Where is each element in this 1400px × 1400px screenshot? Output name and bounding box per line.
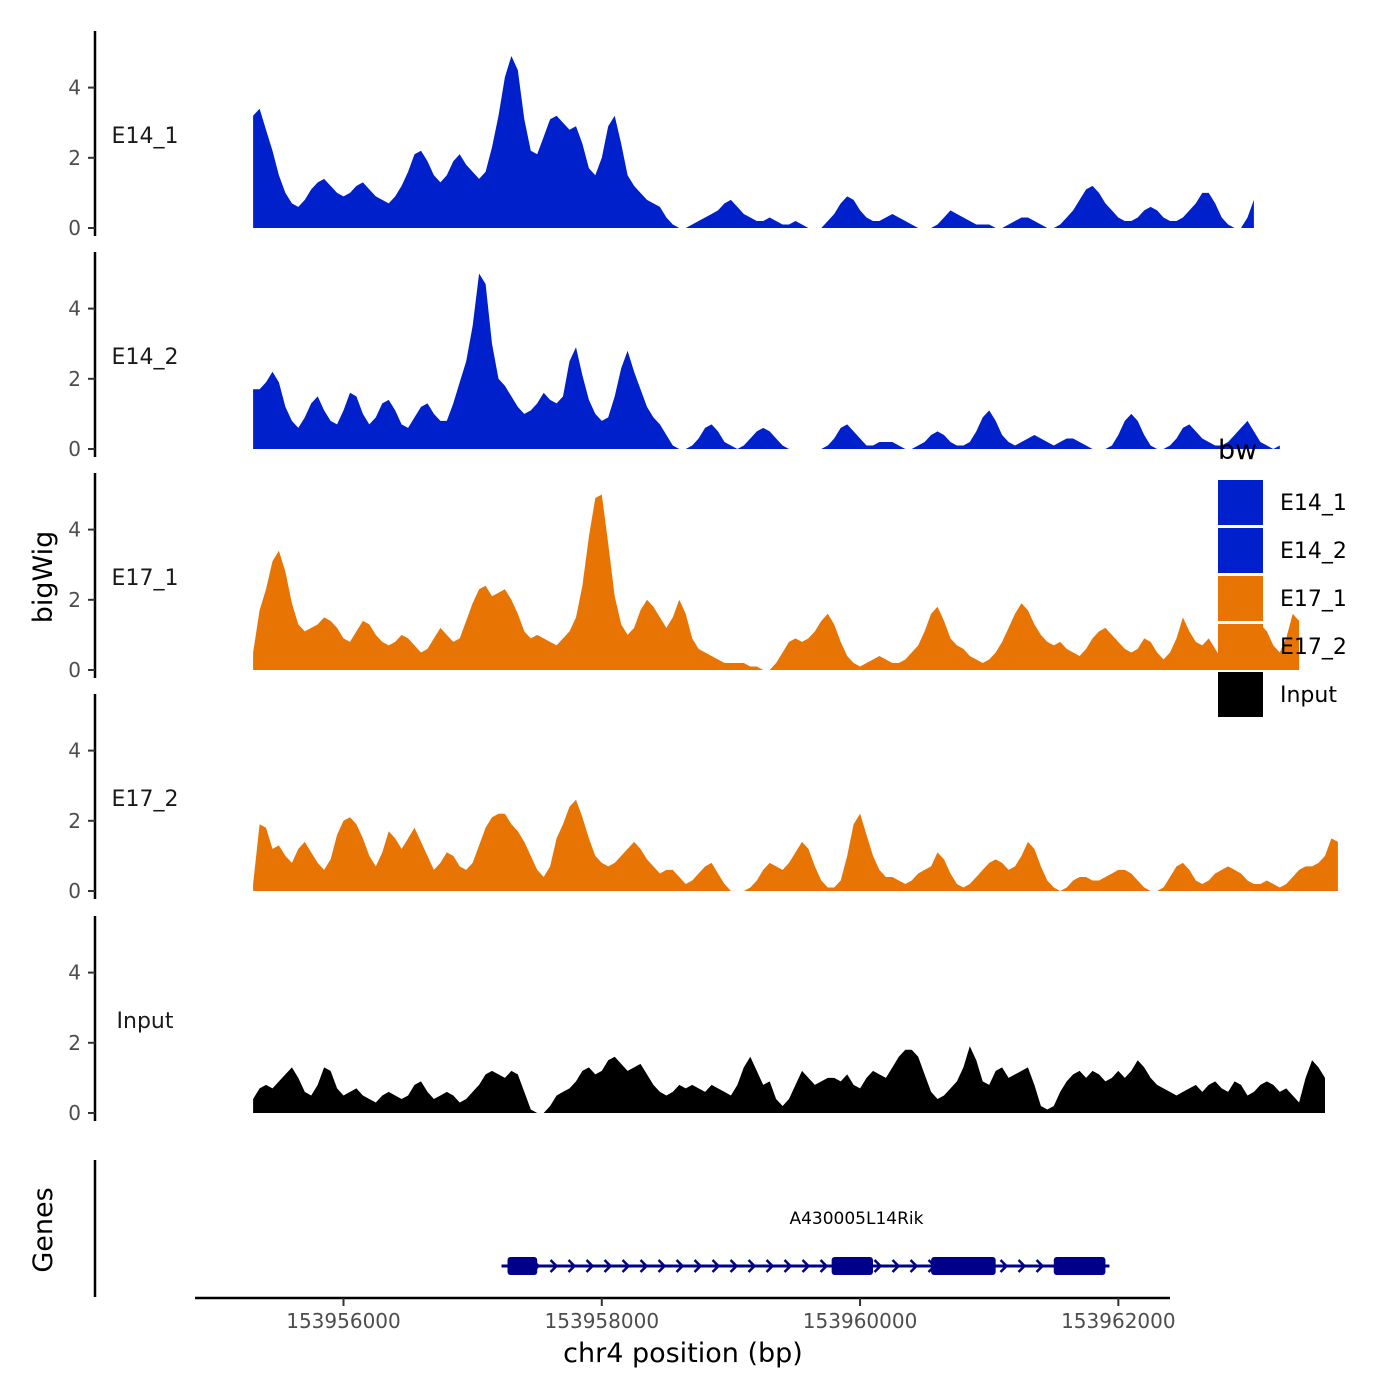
x-axis: 153956000 153958000 153960000 153962000 — [195, 1296, 1176, 1333]
y-tick-label-E17_1-4: 4 — [68, 518, 81, 542]
y-tick-label-E17_2-0: 0 — [68, 879, 81, 903]
strand-arrow-icon — [909, 1259, 919, 1273]
legend-label-E14_2: E14_2 — [1280, 539, 1347, 564]
genes-track-title: Genes — [28, 1187, 59, 1272]
strand-arrow-icon — [639, 1259, 649, 1273]
strand-arrow-icon — [891, 1259, 901, 1273]
legend-label-E14_1: E14_1 — [1280, 491, 1347, 516]
gene-exon-1 — [507, 1257, 538, 1275]
x-axis-title: chr4 position (bp) — [563, 1338, 803, 1369]
strand-arrow-icon — [1017, 1259, 1027, 1273]
strand-arrow-icon — [567, 1259, 577, 1273]
legend-swatch-E14_2 — [1218, 528, 1263, 573]
strand-arrow-icon — [801, 1259, 811, 1273]
y-tick-label-E17_2-4: 4 — [68, 739, 81, 763]
y-tick-label-Input-2: 2 — [68, 1031, 81, 1055]
strand-arrow-icon — [999, 1259, 1009, 1273]
area-Input — [253, 1046, 1326, 1113]
track-E17_1: 0 2 4 E17_1 — [68, 473, 1300, 682]
area-E14_1 — [253, 56, 1254, 228]
x-tick-label-2: 153960000 — [803, 1309, 918, 1333]
y-tick-label-E17_1-0: 0 — [68, 658, 81, 682]
track-Input: 0 2 4 Input — [68, 916, 1326, 1125]
track-E17_2: 0 2 4 E17_2 — [68, 694, 1338, 903]
gene-name-label: A430005L14Rik — [789, 1209, 923, 1229]
track-E14_1: 0 2 4 E14_1 — [68, 31, 1254, 240]
track-label-E17_2: E17_2 — [112, 787, 179, 812]
strand-arrow-icon — [549, 1259, 559, 1273]
strand-arrow-icon — [765, 1259, 775, 1273]
y-tick-label-Input-4: 4 — [68, 961, 81, 985]
strand-arrow-icon — [621, 1259, 631, 1273]
strand-arrow-icon — [783, 1259, 793, 1273]
y-tick-label-E14_1-0: 0 — [68, 216, 81, 240]
strand-arrow-icon — [873, 1259, 883, 1273]
gene-exon-2 — [831, 1257, 873, 1275]
y-tick-label-E17_2-2: 2 — [68, 809, 81, 833]
genes-panel: A430005L14Rik — [93, 1160, 1110, 1297]
x-tick-label-3: 153962000 — [1061, 1309, 1176, 1333]
strand-arrow-icon — [675, 1259, 685, 1273]
y-tick-label-E17_1-2: 2 — [68, 588, 81, 612]
track-label-E17_1: E17_1 — [112, 566, 179, 591]
y-tick-label-Input-0: 0 — [68, 1101, 81, 1125]
strand-arrow-icon — [747, 1259, 757, 1273]
strand-arrow-icon — [603, 1259, 613, 1273]
legend-swatch-E14_1 — [1218, 480, 1263, 525]
track-label-E14_1: E14_1 — [112, 124, 179, 149]
y-axis-title: bigWig — [28, 531, 59, 624]
gene-A430005L14Rik: A430005L14Rik — [501, 1209, 1110, 1275]
x-tick-label-0: 153956000 — [286, 1309, 401, 1333]
track-E14_2: 0 2 4 E14_2 — [68, 252, 1280, 461]
y-tick-label-E14_1-2: 2 — [68, 146, 81, 170]
track-label-E14_2: E14_2 — [112, 345, 179, 370]
area-E17_2 — [253, 799, 1338, 891]
strand-arrow-icon — [693, 1259, 703, 1273]
strand-arrow-icon — [1035, 1259, 1045, 1273]
area-E14_2 — [253, 273, 1280, 449]
legend-entries: E14_1 E14_2 E17_1 E17_2 Input — [1218, 480, 1347, 717]
gene-exon-4 — [1053, 1257, 1106, 1275]
strand-arrow-icon — [729, 1259, 739, 1273]
legend-title: bw — [1218, 435, 1257, 466]
tracks-group: 0 2 4 E14_1 0 2 4 E14_2 0 2 4 E17_1 0 2 4 E17_2 0 2 4 Input — [68, 31, 1338, 1125]
strand-arrow-icon — [585, 1259, 595, 1273]
legend-swatch-E17_1 — [1218, 576, 1263, 621]
legend-swatch-E17_2 — [1218, 624, 1263, 669]
legend-label-Input: Input — [1280, 683, 1337, 708]
area-E17_1 — [253, 494, 1300, 670]
strand-arrow-icon — [711, 1259, 721, 1273]
y-tick-label-E14_2-4: 4 — [68, 297, 81, 321]
strand-arrow-icon — [657, 1259, 667, 1273]
y-tick-label-E14_2-2: 2 — [68, 367, 81, 391]
legend: bw E14_1 E14_2 E17_1 E17_2 Input — [1218, 435, 1347, 717]
y-tick-label-E14_1-4: 4 — [68, 76, 81, 100]
y-tick-label-E14_2-0: 0 — [68, 437, 81, 461]
x-tick-label-1: 153958000 — [545, 1309, 660, 1333]
strand-arrow-icon — [819, 1259, 829, 1273]
legend-swatch-Input — [1218, 672, 1263, 717]
legend-label-E17_1: E17_1 — [1280, 587, 1347, 612]
track-label-Input: Input — [117, 1009, 174, 1034]
gene-exon-3 — [931, 1257, 996, 1275]
legend-label-E17_2: E17_2 — [1280, 635, 1347, 660]
